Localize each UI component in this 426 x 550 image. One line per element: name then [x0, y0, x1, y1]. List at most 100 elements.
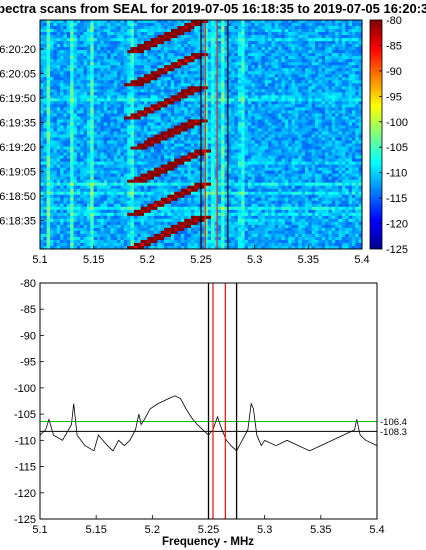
heatmap-cell — [93, 137, 98, 141]
heatmap-cell — [93, 125, 98, 129]
heatmap-cell — [133, 98, 138, 102]
heatmap-cell — [174, 68, 178, 72]
heatmap-cell — [174, 29, 178, 33]
heatmap-cell — [217, 128, 222, 132]
heatmap-cell — [217, 95, 222, 99]
heatmap-cell — [351, 164, 356, 169]
heatmap-cell — [123, 167, 128, 172]
heatmap-cell — [254, 53, 259, 57]
heatmap-cell — [281, 68, 286, 72]
heatmap-cell — [271, 113, 276, 117]
heatmap-cell — [311, 143, 316, 147]
heatmap-cell — [76, 20, 81, 24]
heatmap-cell — [308, 164, 313, 169]
heatmap-cell — [107, 164, 111, 169]
heatmap-cell — [315, 128, 319, 132]
heatmap-cell — [56, 47, 61, 51]
heatmap-cell — [70, 128, 74, 132]
heatmap-cell — [130, 98, 135, 102]
heatmap-cell — [93, 41, 98, 45]
heatmap-cell — [251, 65, 256, 69]
heatmap-cell — [113, 62, 118, 66]
heatmap-cell — [70, 161, 74, 166]
heatmap-cell — [190, 140, 195, 144]
heatmap-cell — [328, 20, 333, 24]
heatmap-cell — [278, 146, 282, 150]
heatmap-cell — [244, 38, 249, 42]
heatmap-cell — [298, 59, 303, 63]
heatmap-cell — [110, 86, 115, 90]
heatmap-cell — [278, 74, 282, 78]
heatmap-cell — [80, 152, 84, 156]
heatmap-cell — [258, 38, 262, 42]
heatmap-cell — [304, 89, 309, 93]
heatmap-cell — [43, 110, 48, 114]
heatmap-cell — [221, 98, 225, 102]
heatmap-cell — [103, 98, 108, 102]
heatmap-cell — [211, 53, 215, 57]
heatmap-cell — [254, 20, 259, 24]
heatmap-cell — [201, 143, 205, 147]
heatmap-cell — [110, 98, 115, 102]
heatmap-cell — [174, 89, 178, 93]
heatmap-cell — [241, 167, 245, 172]
heatmap-cell — [180, 23, 185, 27]
heatmap-cell — [308, 29, 313, 33]
heatmap-cell — [164, 98, 168, 102]
heatmap-cell — [70, 41, 74, 45]
heatmap-cell — [294, 77, 299, 81]
heatmap-cell — [137, 65, 142, 69]
heatmap-cell — [201, 149, 205, 153]
heatmap-cell — [147, 83, 152, 87]
heatmap-cell — [328, 101, 333, 105]
heatmap-cell — [154, 134, 158, 138]
heatmap-cell — [103, 161, 108, 166]
heatmap-cell — [241, 143, 245, 147]
heatmap-cell — [60, 62, 64, 66]
heatmap-cell — [217, 149, 222, 153]
heatmap-cell — [221, 56, 225, 60]
heatmap-cell — [97, 44, 101, 48]
heatmap-cell — [207, 26, 212, 30]
heatmap-cell — [264, 113, 269, 117]
heatmap-cell — [304, 104, 309, 108]
heatmap-cell — [264, 152, 269, 156]
heatmap-cell — [140, 38, 145, 42]
heatmap-cell — [201, 125, 205, 129]
heatmap-cell — [40, 158, 44, 163]
heatmap-cell — [204, 62, 209, 66]
heatmap-cell — [298, 131, 303, 135]
heatmap-cell — [348, 161, 353, 166]
heatmap-cell — [261, 134, 266, 138]
heatmap-cell — [170, 44, 175, 48]
heatmap-cell — [325, 155, 329, 159]
heatmap-cell — [338, 125, 343, 129]
heatmap-cell — [355, 29, 360, 33]
heatmap-cell — [201, 35, 205, 39]
heatmap-cell — [301, 35, 306, 39]
heatmap-cell — [298, 134, 303, 138]
heatmap-cell — [251, 104, 256, 108]
heatmap-cell — [50, 146, 54, 150]
heatmap-cell — [298, 65, 303, 69]
heatmap-cell — [207, 23, 212, 27]
heatmap-cell — [294, 152, 299, 156]
heatmap-cell — [308, 116, 313, 120]
heatmap-cell — [204, 74, 209, 78]
heatmap-cell — [258, 113, 262, 117]
heatmap-cell — [140, 65, 145, 69]
heatmap-cell — [338, 20, 343, 24]
heatmap-cell — [207, 53, 212, 57]
heatmap-cell — [291, 116, 296, 120]
heatmap-cell — [137, 152, 142, 156]
heatmap-cell — [76, 98, 81, 102]
heatmap-cell — [278, 170, 282, 175]
heatmap-cell — [288, 101, 292, 105]
heatmap-cell — [351, 53, 356, 57]
heatmap-cell — [237, 26, 242, 30]
heatmap-cell — [301, 173, 306, 178]
heatmap-cell — [214, 104, 219, 108]
heatmap-cell — [244, 56, 249, 60]
heatmap-cell — [268, 32, 272, 36]
heatmap-cell — [170, 77, 175, 81]
